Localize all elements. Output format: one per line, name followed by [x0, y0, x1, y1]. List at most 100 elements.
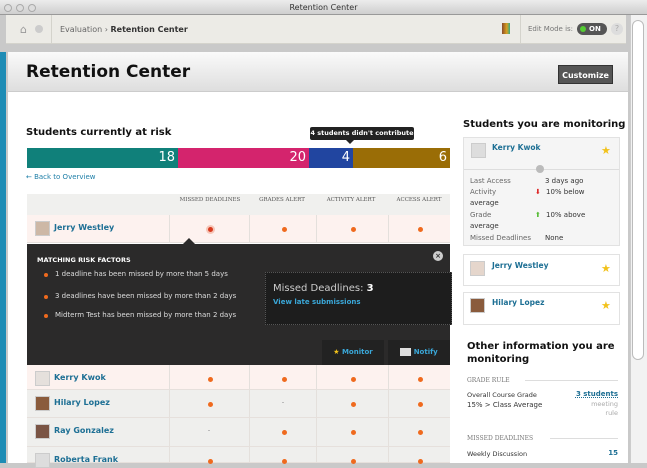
avatar [35, 371, 50, 386]
alert-cell[interactable] [169, 447, 249, 464]
alert-dot-icon [351, 227, 356, 232]
alert-cell[interactable] [169, 390, 249, 417]
alert-cell[interactable] [388, 215, 450, 242]
student-name-link[interactable]: Kerry Kwok [54, 373, 106, 382]
column-access-alert[interactable]: ACCESS ALERT [396, 197, 442, 203]
alert-cell[interactable] [388, 390, 450, 417]
rule-desc: 15% > Class Average [467, 401, 543, 409]
alert-cell[interactable] [249, 418, 316, 446]
column-activity-alert[interactable]: ACTIVITY ALERT [326, 197, 376, 203]
home-menu-icon[interactable] [35, 25, 43, 33]
risk-segment-activity[interactable]: 4 [309, 148, 353, 168]
student-name-link[interactable]: Roberta Frank [54, 455, 119, 464]
segment-tooltip: 4 students didn't contribute [310, 127, 414, 144]
rule-name: Overall Course Grade [467, 391, 537, 399]
alert-cell[interactable] [169, 365, 249, 389]
table-row[interactable]: Jerry Westley [27, 215, 450, 243]
student-name-link[interactable]: Kerry Kwok [492, 143, 541, 152]
alert-cell[interactable] [316, 447, 388, 464]
back-to-overview-link[interactable]: ← Back to Overview [26, 173, 96, 181]
zoom-window-button[interactable] [28, 4, 36, 12]
breadcrumb-separator: › [104, 25, 108, 34]
activity-value-cont: average [470, 199, 499, 207]
course-menu-strip[interactable] [0, 52, 6, 463]
star-icon: ★ [333, 348, 340, 356]
customize-button[interactable]: Customize [558, 65, 613, 84]
avatar [35, 424, 50, 439]
avatar [470, 298, 485, 313]
star-icon[interactable]: ★ [601, 299, 611, 312]
view-late-submissions-link[interactable]: View late submissions [273, 298, 361, 306]
star-icon[interactable]: ★ [601, 144, 611, 157]
missed-deadlines-count: Missed Deadlines: 3 [273, 283, 374, 294]
alert-cell[interactable] [316, 215, 388, 242]
minimize-window-button[interactable] [16, 4, 24, 12]
alert-cell[interactable] [169, 418, 249, 446]
divider [520, 15, 521, 44]
monitored-student-card[interactable] [463, 292, 620, 325]
alert-dot-icon [281, 227, 287, 232]
close-icon[interactable]: × [433, 251, 443, 261]
deadline-name: Weekly Discussion [467, 450, 528, 458]
alert-dot-icon [351, 430, 356, 435]
notify-button[interactable]: Notify [388, 340, 450, 365]
risk-factor: 1 deadline has been missed by more than … [55, 270, 228, 278]
collapse-icon[interactable] [536, 165, 544, 173]
close-window-button[interactable] [4, 4, 12, 12]
alert-cell[interactable] [249, 365, 316, 389]
breadcrumb: Evaluation › Retention Center [60, 25, 188, 34]
risk-segment-grades[interactable]: 20 [178, 148, 309, 168]
alert-dot-icon [418, 430, 423, 435]
column-missed-deadlines[interactable]: MISSED DEADLINES [179, 197, 241, 203]
alert-cell[interactable] [169, 215, 249, 242]
alert-cell[interactable] [316, 365, 388, 389]
alert-cell[interactable] [249, 390, 316, 417]
home-icon[interactable]: ⌂ [20, 23, 27, 36]
notify-label: Notify [413, 348, 438, 356]
table-row[interactable]: Ray Gonzalez [27, 418, 450, 447]
color-palette-icon[interactable] [502, 23, 510, 34]
avatar [35, 221, 50, 236]
alert-cell[interactable] [316, 418, 388, 446]
grade-value-cont: average [470, 222, 499, 230]
rule-meeting: meeting [591, 400, 618, 408]
edit-mode-toggle[interactable]: ON [577, 23, 607, 35]
monitored-student-card[interactable] [463, 254, 620, 286]
student-name-link[interactable]: Hilary Lopez [54, 398, 110, 407]
alert-dot-icon [418, 227, 423, 232]
column-grades-alert[interactable]: GRADES ALERT [259, 197, 305, 203]
divider [550, 438, 618, 439]
alert-cell[interactable] [388, 447, 450, 464]
alert-cell[interactable] [249, 215, 316, 242]
student-name-link[interactable]: Jerry Westley [54, 223, 115, 232]
breadcrumb-evaluation[interactable]: Evaluation [60, 25, 103, 34]
avatar [470, 261, 485, 276]
risk-segment-missed-deadlines[interactable]: 18 [27, 148, 178, 168]
student-name-link[interactable]: Jerry Westley [492, 261, 549, 270]
help-icon[interactable]: ? [611, 23, 623, 35]
alert-dot-icon [351, 459, 356, 464]
deadline-count-link[interactable]: 15 [608, 449, 618, 457]
risk-segment-access[interactable]: 6 [353, 148, 450, 168]
page-header [8, 52, 628, 92]
envelope-icon [400, 348, 412, 356]
activity-value: 10% below [546, 188, 585, 196]
activity-label: Activity [470, 188, 497, 196]
alert-cell[interactable] [388, 365, 450, 389]
student-name-link[interactable]: Ray Gonzalez [54, 426, 114, 435]
table-row[interactable]: Kerry Kwok [27, 365, 450, 390]
scrollbar-thumb[interactable] [632, 20, 644, 360]
student-name-link[interactable]: Hilary Lopez [492, 298, 545, 307]
no-alert-icon [281, 402, 284, 403]
rule-students-link[interactable]: 3 students [575, 390, 618, 398]
alert-cell[interactable] [249, 447, 316, 464]
alert-cell[interactable] [388, 418, 450, 446]
monitor-button[interactable]: ★ Monitor [322, 340, 384, 365]
star-icon[interactable]: ★ [601, 262, 611, 275]
edit-mode-label: Edit Mode is: [528, 25, 574, 33]
alert-cell[interactable] [316, 390, 388, 417]
no-alert-icon [208, 430, 210, 431]
divider [51, 15, 52, 44]
table-row[interactable]: Roberta Frank [27, 447, 450, 468]
table-row[interactable]: Hilary Lopez [27, 390, 450, 418]
